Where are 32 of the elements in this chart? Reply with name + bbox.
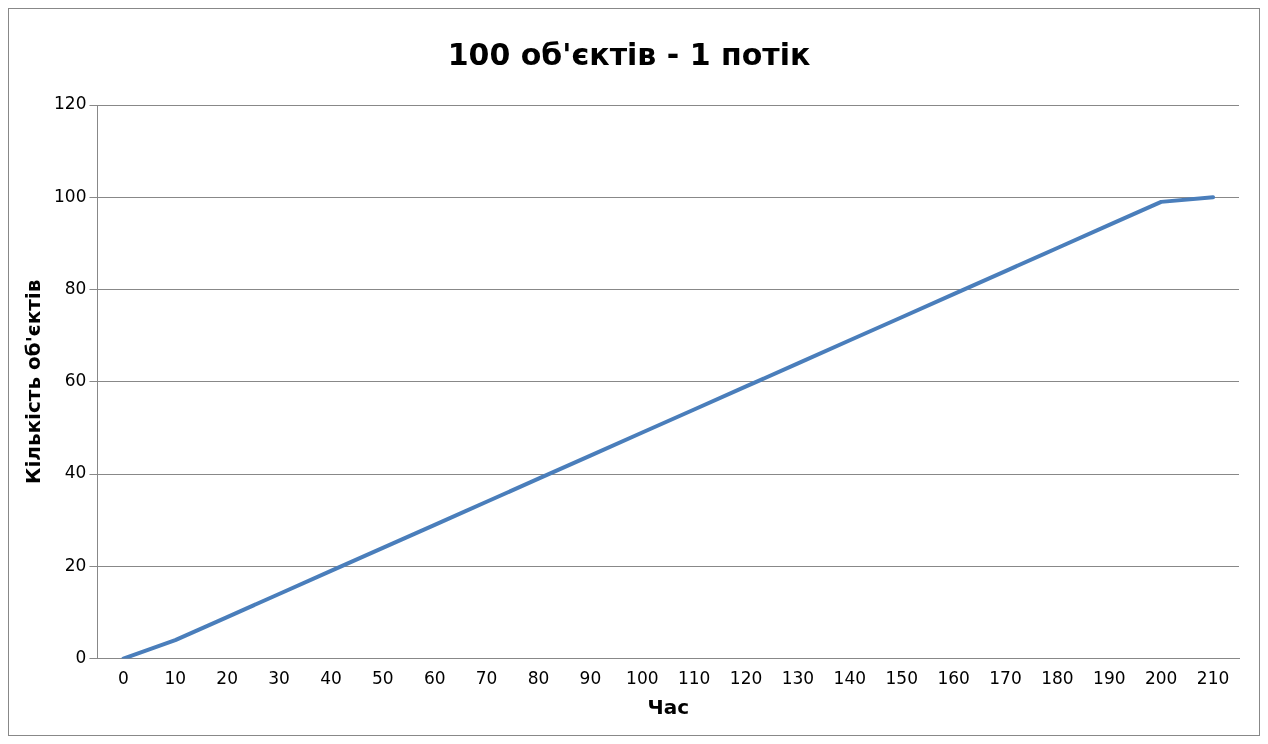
x-tick-label: 180 bbox=[1041, 668, 1074, 689]
x-tick-label: 30 bbox=[268, 668, 290, 689]
x-tick-label: 10 bbox=[164, 668, 187, 689]
y-tick-label: 100 bbox=[53, 185, 87, 206]
y-axis-title: Кількість об'єктів bbox=[21, 279, 46, 484]
x-tick-label: 170 bbox=[989, 668, 1022, 689]
y-tick-label: 0 bbox=[75, 647, 87, 668]
x-axis-title: Час bbox=[647, 695, 689, 720]
x-tick-label: 150 bbox=[885, 668, 918, 689]
x-tick-label: 140 bbox=[833, 668, 867, 689]
x-tick-label: 120 bbox=[729, 668, 763, 689]
x-tick-label: 200 bbox=[1144, 668, 1178, 689]
x-tick-label: 20 bbox=[216, 668, 238, 689]
x-tick-label: 40 bbox=[320, 668, 342, 689]
x-tick-label: 160 bbox=[937, 668, 970, 689]
x-tick-label: 130 bbox=[781, 668, 815, 689]
x-tick-label: 0 bbox=[117, 668, 129, 689]
x-tick-label: 210 bbox=[1196, 668, 1230, 689]
x-tick-label: 80 bbox=[527, 668, 550, 689]
chart-title: 100 об'єктів - 1 потік bbox=[447, 36, 811, 72]
x-tick-label: 110 bbox=[677, 668, 711, 689]
y-tick-label: 20 bbox=[64, 554, 87, 575]
x-tick-label: 70 bbox=[475, 668, 498, 689]
x-tick-label: 90 bbox=[579, 668, 602, 689]
x-tick-label: 50 bbox=[372, 668, 394, 689]
y-tick-label: 120 bbox=[53, 93, 87, 114]
y-tick-label: 60 bbox=[64, 370, 87, 391]
y-tick-label: 80 bbox=[64, 277, 87, 298]
x-tick-label: 190 bbox=[1093, 668, 1126, 689]
x-tick-label: 60 bbox=[423, 668, 446, 689]
x-tick-label: 100 bbox=[626, 668, 659, 689]
y-tick-label: 40 bbox=[64, 462, 87, 483]
